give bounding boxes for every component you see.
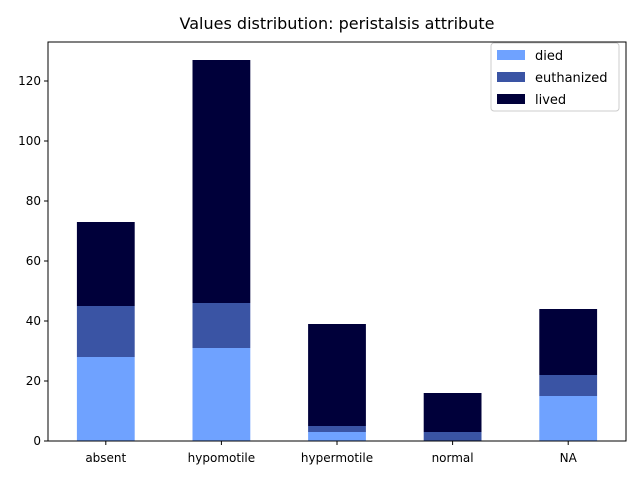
axes-group: 0 20 40 60 80 100 120 absent hypomotile hypermoti… <box>18 41 627 465</box>
y-tick-label: 20 <box>26 374 41 388</box>
bars-group <box>76 60 598 441</box>
bar-died-hypermotile <box>308 432 366 441</box>
bar-lived-hypermotile <box>308 324 366 426</box>
bar-lived-absent <box>76 222 135 306</box>
y-tick-label: 120 <box>18 74 41 88</box>
x-tick-label: normal <box>432 451 474 465</box>
bar-euthanized-absent <box>76 306 135 357</box>
legend-swatch-lived <box>497 94 525 104</box>
y-tick-label: 0 <box>33 434 41 448</box>
legend-label-euthanized: euthanized <box>535 71 607 86</box>
y-tick-label: 100 <box>18 134 41 148</box>
legend-label-lived: lived <box>535 93 566 108</box>
legend-swatch-died <box>497 50 525 60</box>
bar-died-hypomotile <box>192 348 251 441</box>
bar-lived-hypomotile <box>192 60 251 303</box>
y-tick-label: 80 <box>26 194 41 208</box>
legend-label-died: died <box>535 49 563 64</box>
bar-euthanized-hypomotile <box>192 303 251 348</box>
legend-swatch-euthanized <box>497 72 525 82</box>
y-tick-label: 40 <box>26 314 41 328</box>
bar-lived-na <box>539 309 598 375</box>
bar-euthanized-hypermotile <box>308 426 366 432</box>
x-tick-label: NA <box>560 451 578 465</box>
bar-euthanized-na <box>539 375 598 396</box>
x-tick-label: hypomotile <box>188 451 255 465</box>
legend: died euthanized lived <box>490 42 620 112</box>
bar-lived-normal <box>423 393 482 432</box>
bar-euthanized-normal <box>423 432 482 441</box>
chart-title: Values distribution: peristalsis attribu… <box>180 14 495 33</box>
bar-died-absent <box>76 357 135 441</box>
x-tick-label: absent <box>85 451 126 465</box>
x-tick-label: hypermotile <box>301 451 373 465</box>
y-tick-label: 60 <box>26 254 41 268</box>
bar-died-na <box>539 396 598 441</box>
